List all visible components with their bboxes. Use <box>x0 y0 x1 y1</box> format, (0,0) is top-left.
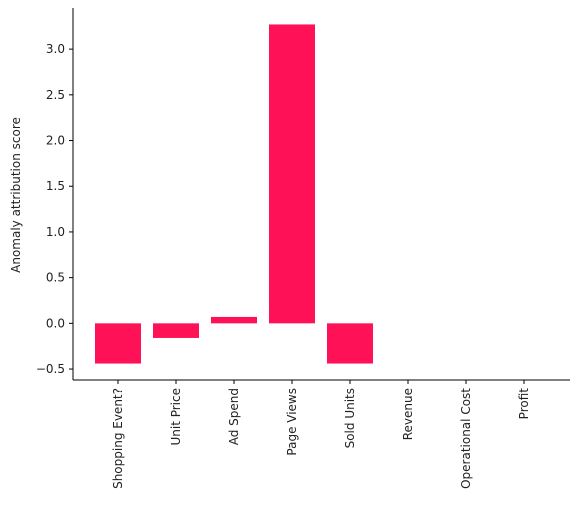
x-tick-label-group: Page Views <box>285 388 299 456</box>
x-tick-label-group: Revenue <box>401 388 415 440</box>
x-tick-label: Ad Spend <box>227 388 241 445</box>
y-tick-label: 1.5 <box>46 179 65 193</box>
x-tick-label-group: Profit <box>517 388 531 420</box>
y-tick-label: 1.0 <box>46 225 65 239</box>
y-axis-title-group: Anomaly attribution score <box>9 117 23 273</box>
x-tick-label: Sold Units <box>343 388 357 448</box>
x-tick-label-group: Sold Units <box>343 388 357 448</box>
x-tick-label: Profit <box>517 388 531 420</box>
x-tick-label-group: Ad Spend <box>227 388 241 445</box>
y-tick-label: 0.0 <box>46 316 65 330</box>
bar-ad-spend <box>211 316 257 324</box>
x-tick-label: Revenue <box>401 388 415 440</box>
bar-sold-units <box>327 323 373 364</box>
x-tick-label: Page Views <box>285 388 299 456</box>
bar-unit-price <box>153 323 199 338</box>
y-tick-label: 2.0 <box>46 134 65 148</box>
x-tick-label: Shopping Event? <box>111 388 125 489</box>
y-tick-label: 2.5 <box>46 88 65 102</box>
x-tick-label: Operational Cost <box>459 388 473 489</box>
y-axis-title: Anomaly attribution score <box>9 117 23 273</box>
x-tick-label-group: Operational Cost <box>459 388 473 489</box>
y-tick-label: 0.5 <box>46 271 65 285</box>
bars-layer <box>95 24 373 364</box>
y-tick-label: 3.0 <box>46 42 65 56</box>
y-tick-label: −0.5 <box>36 362 65 376</box>
bar-page-views <box>269 24 315 324</box>
x-tick-label: Unit Price <box>169 388 183 446</box>
x-tick-label-group: Unit Price <box>169 388 183 446</box>
bar-shopping-event <box>95 323 141 364</box>
x-tick-label-group: Shopping Event? <box>111 388 125 489</box>
x-ticks-layer: Shopping Event? Unit Price Ad Spend Page Vi… <box>111 380 531 489</box>
y-ticks-layer: −0.5 0.0 0.5 1.0 1.5 2.0 2.5 3.0 <box>36 42 73 376</box>
